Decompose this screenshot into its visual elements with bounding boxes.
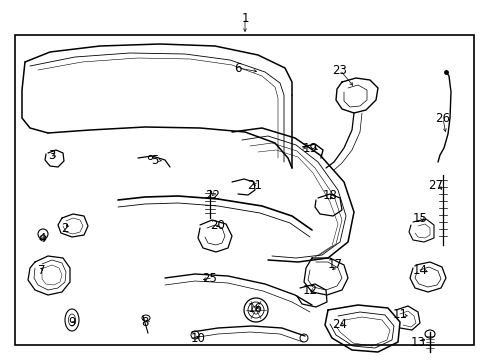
Text: 11: 11 [392, 309, 407, 321]
Text: 6: 6 [234, 62, 241, 75]
Text: 17: 17 [327, 258, 342, 271]
Text: 23: 23 [332, 63, 347, 77]
Text: 4: 4 [38, 231, 46, 244]
Text: 26: 26 [435, 112, 449, 125]
Text: 2: 2 [61, 221, 69, 234]
Text: 13: 13 [410, 336, 425, 348]
Text: 24: 24 [332, 319, 347, 332]
Text: 15: 15 [412, 212, 427, 225]
Text: 8: 8 [141, 315, 148, 328]
Text: 18: 18 [322, 189, 337, 202]
Text: 27: 27 [427, 179, 443, 192]
Text: 19: 19 [302, 141, 317, 154]
Text: 22: 22 [205, 189, 220, 202]
Text: 9: 9 [68, 315, 76, 328]
Text: 12: 12 [302, 284, 317, 297]
Text: 16: 16 [247, 302, 262, 315]
Text: 1: 1 [241, 12, 248, 24]
Text: 5: 5 [151, 153, 159, 166]
Text: 10: 10 [190, 332, 205, 345]
Text: 25: 25 [202, 271, 217, 284]
Bar [15, 35, 473, 345]
Text: 14: 14 [412, 264, 427, 276]
Text: 20: 20 [210, 219, 225, 231]
Text: 21: 21 [247, 179, 262, 192]
Text: 3: 3 [48, 149, 56, 162]
Text: 7: 7 [38, 264, 46, 276]
